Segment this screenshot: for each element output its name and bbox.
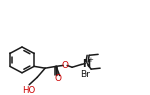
Text: O: O [62,61,69,70]
Text: ⁻: ⁻ [83,70,87,79]
Text: +: + [87,57,93,63]
Text: O: O [55,74,62,83]
Text: N: N [82,59,90,69]
Text: Br: Br [80,70,90,79]
Text: HO: HO [22,86,36,95]
